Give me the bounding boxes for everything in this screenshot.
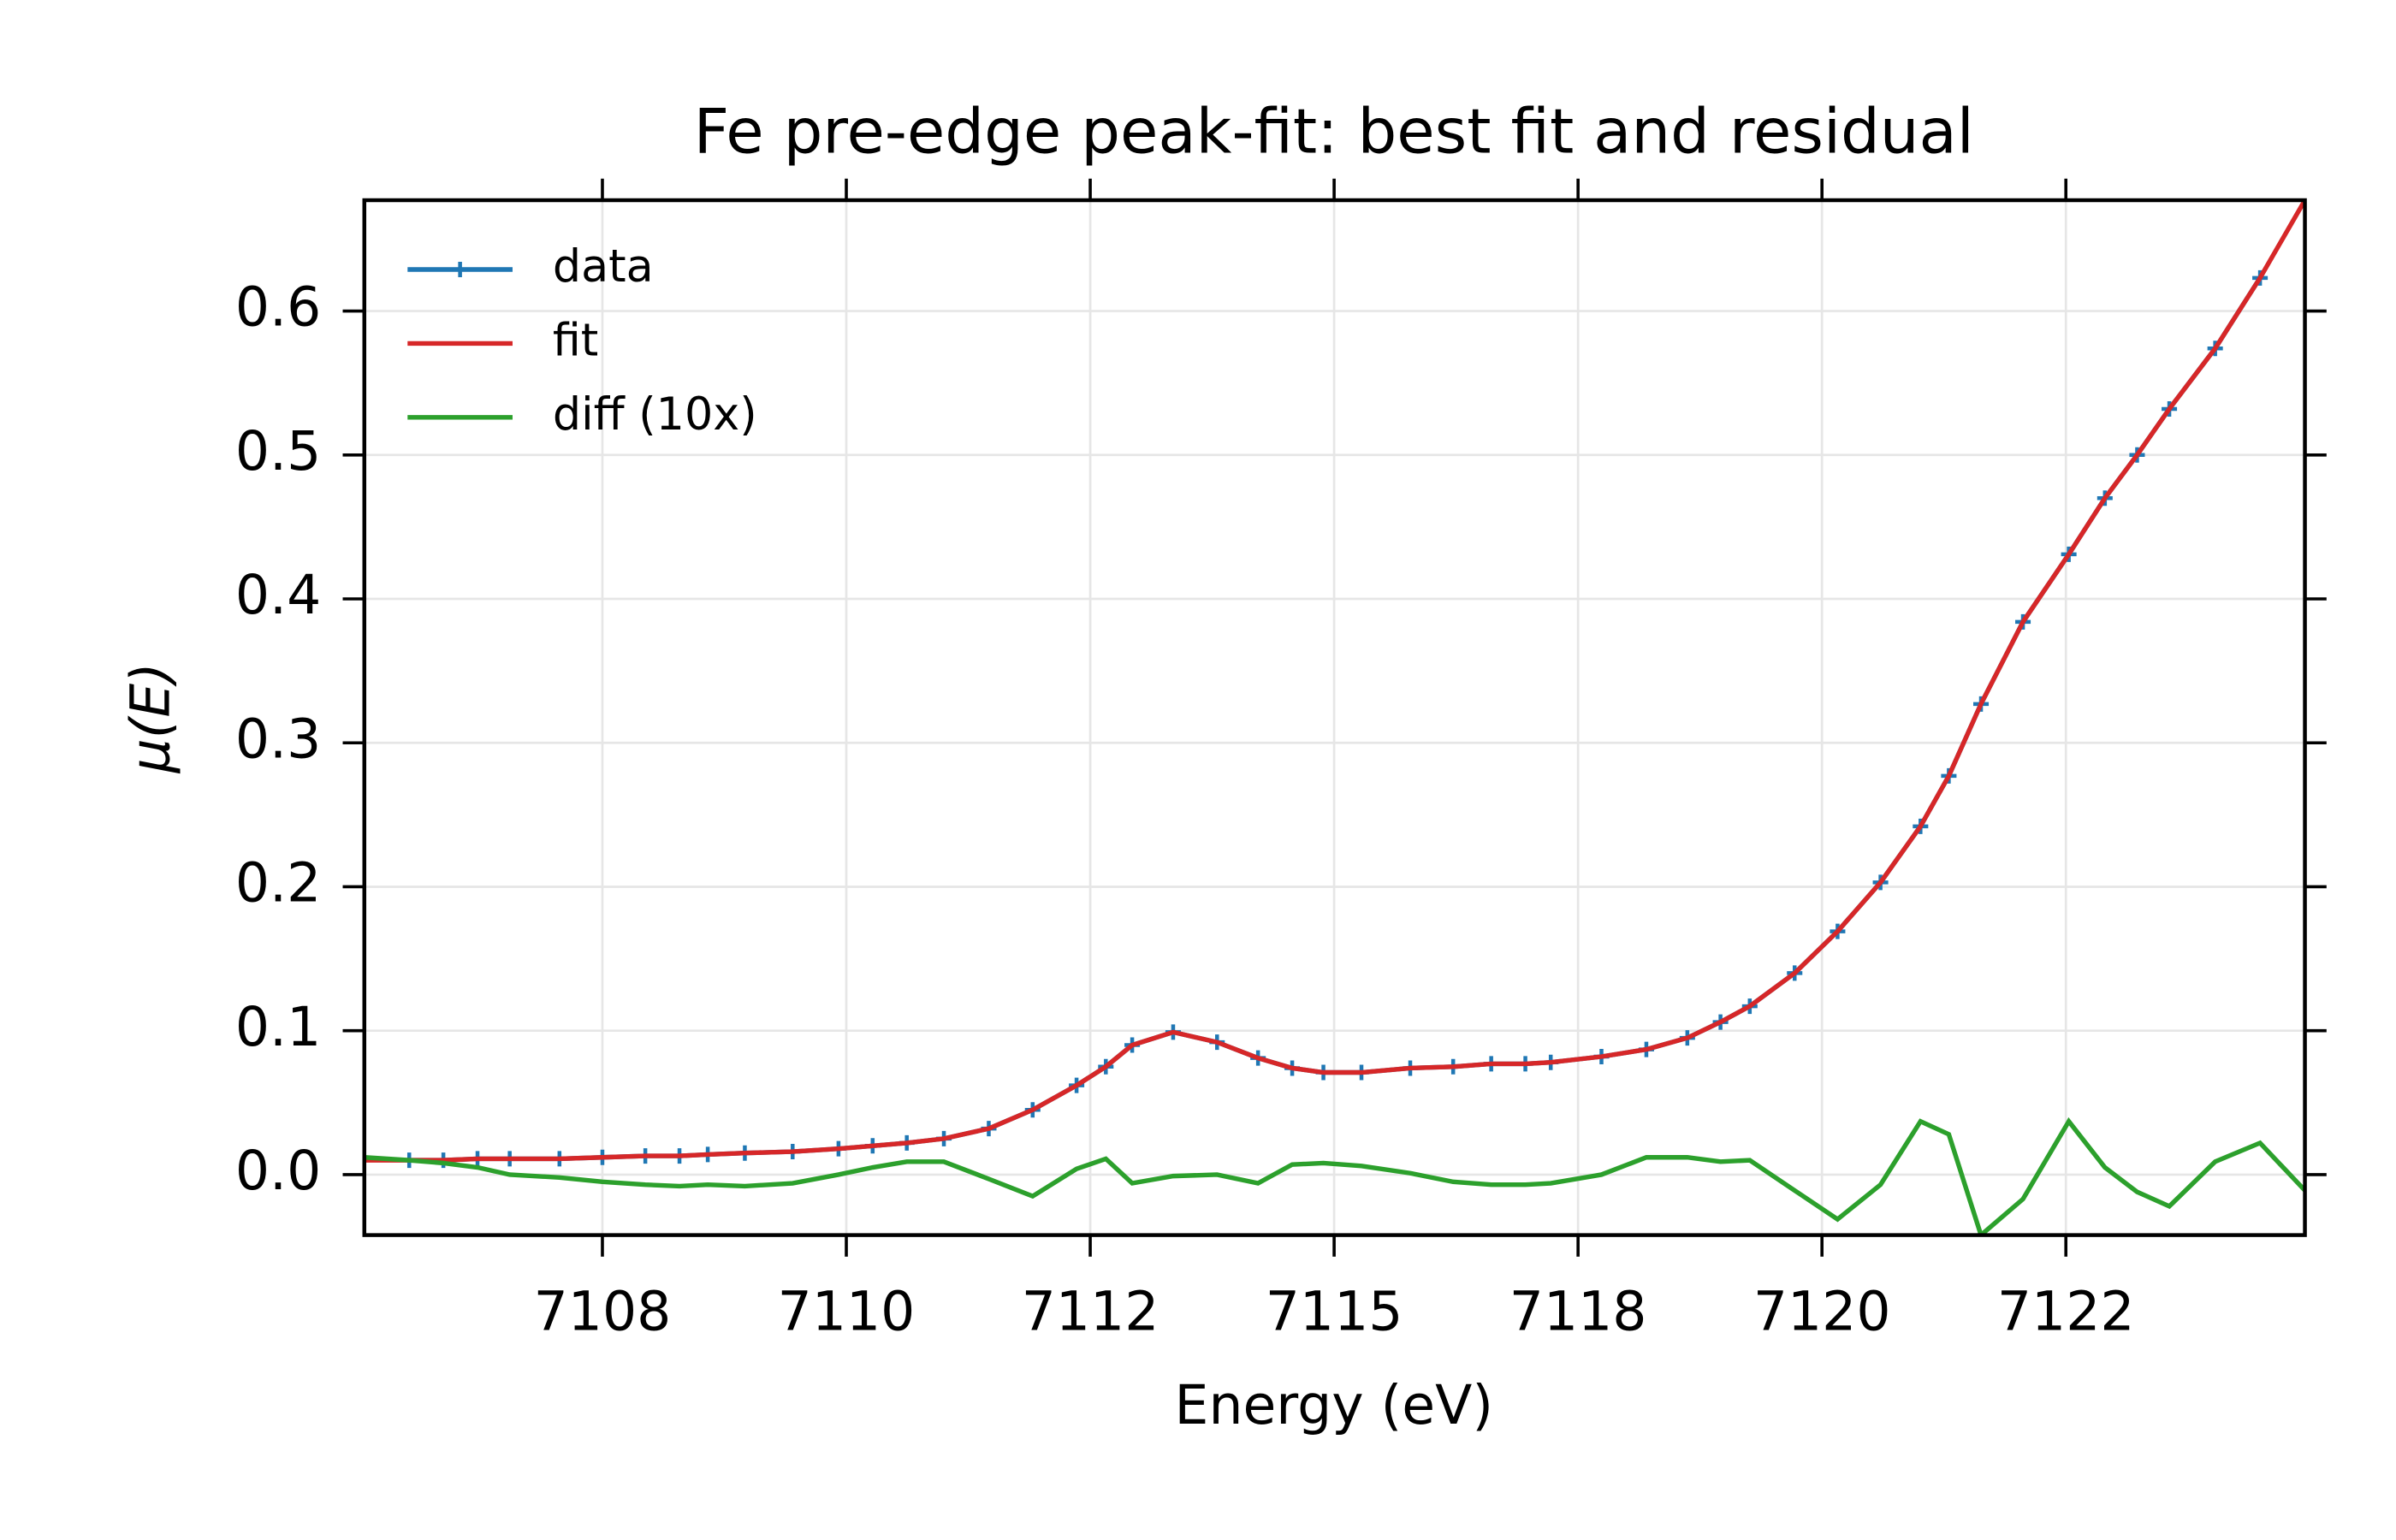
y-tick-label: 0.6 xyxy=(235,275,321,339)
plot-area xyxy=(364,200,2305,1235)
y-tick-label: 0.0 xyxy=(235,1139,321,1202)
y-axis-label: μ(E) xyxy=(118,662,181,773)
series-line xyxy=(364,1116,2305,1235)
legend-marker xyxy=(452,262,468,277)
legend-label: diff (10x) xyxy=(553,389,757,441)
chart-title: Fe pre-edge peak-fit: best fit and resid… xyxy=(694,95,1974,167)
x-axis-label: Energy (eV) xyxy=(1175,1373,1493,1436)
y-tick-label: 0.1 xyxy=(235,995,321,1058)
x-tick-label: 7118 xyxy=(1509,1279,1647,1342)
y-tick-label: 0.2 xyxy=(235,851,321,915)
y-tick-label: 0.5 xyxy=(235,419,321,483)
series-line xyxy=(364,200,2305,1163)
plot-frame xyxy=(362,198,2307,1237)
legend-label: data xyxy=(553,241,654,293)
x-tick-label: 7112 xyxy=(1022,1279,1159,1342)
x-tick-label: 7110 xyxy=(778,1279,916,1342)
legend-label: fit xyxy=(553,315,598,366)
y-tick-label: 0.4 xyxy=(235,563,321,626)
x-tick-label: 7115 xyxy=(1266,1279,1403,1342)
x-tick-label: 7108 xyxy=(534,1279,672,1342)
x-tick-label: 7120 xyxy=(1753,1279,1891,1342)
y-tick-label: 0.3 xyxy=(235,707,321,770)
x-tick-label: 7122 xyxy=(1997,1279,2135,1342)
